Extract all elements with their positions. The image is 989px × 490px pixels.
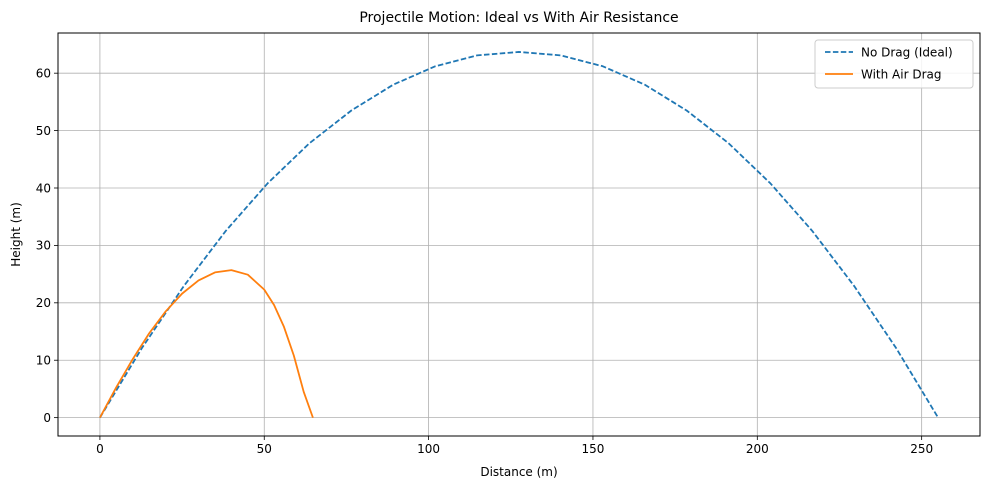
chart-title: Projectile Motion: Ideal vs With Air Res…: [359, 10, 678, 26]
legend-label-with-drag: With Air Drag: [861, 68, 942, 82]
x-tick-label: 0: [96, 442, 104, 456]
legend: No Drag (Ideal) With Air Drag: [814, 39, 974, 89]
x-tick-label: 250: [910, 442, 933, 456]
legend-box: [814, 39, 974, 89]
x-axis-label: Distance (m): [480, 465, 557, 479]
y-axis-label: Height (m): [9, 202, 23, 267]
y-tick-label: 0: [43, 411, 51, 425]
y-tick-label: 20: [36, 296, 51, 310]
y-axis-ticks: 0 10 20 30 40 50 60: [36, 66, 58, 425]
plot-frame: [57, 32, 981, 437]
x-axis-ticks: 0 50 100 150 200 250: [96, 436, 933, 456]
y-tick-label: 60: [36, 66, 51, 80]
grid: [58, 33, 980, 436]
series-line-0: [99, 51, 939, 419]
y-tick-label: 40: [36, 181, 51, 195]
x-tick-label: 50: [257, 442, 272, 456]
series-layer: [99, 51, 939, 419]
x-tick-label: 200: [746, 442, 769, 456]
series-line-1: [99, 269, 314, 419]
legend-label-no-drag: No Drag (Ideal): [861, 46, 953, 60]
y-tick-label: 10: [36, 354, 51, 368]
x-tick-label: 150: [582, 442, 605, 456]
y-tick-label: 50: [36, 124, 51, 138]
x-tick-label: 100: [417, 442, 440, 456]
y-tick-label: 30: [36, 239, 51, 253]
